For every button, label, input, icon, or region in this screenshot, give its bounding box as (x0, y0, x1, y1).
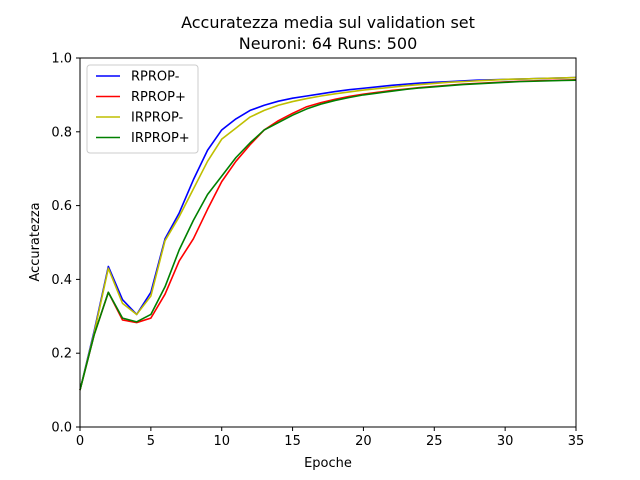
x-tick-label: 10 (213, 434, 230, 449)
plot-area (79, 57, 577, 428)
legend-label: RPROP+ (131, 90, 186, 105)
legend-label: RPROP- (131, 70, 180, 85)
legend: RPROP- RPROP+ IRPROP- IRPROP+ (86, 64, 199, 154)
chart-title: Accuratezza media sul validation set (181, 13, 475, 32)
plot-frame (79, 57, 577, 428)
series-layer (79, 76, 577, 391)
y-tick-label: 0.6 (51, 199, 72, 214)
x-axis: 0 5 10 15 20 25 30 35 (76, 427, 584, 449)
y-tick-label: 0.0 (51, 421, 72, 436)
x-tick-label: 15 (284, 434, 301, 449)
x-tick-label: 5 (147, 434, 155, 449)
x-tick-label: 25 (426, 434, 443, 449)
x-tick-label: 20 (355, 434, 372, 449)
series-line-irprop (79, 79, 577, 391)
y-axis: 0.0 0.2 0.4 0.6 0.8 1.0 (51, 52, 80, 436)
legend-box (86, 64, 199, 154)
chart-subtitle: Neuroni: 64 Runs: 500 (239, 34, 418, 53)
x-axis-label: Epoche (304, 456, 352, 471)
x-tick-label: 35 (568, 434, 585, 449)
y-tick-label: 0.2 (51, 347, 72, 362)
x-tick-label: 30 (497, 434, 514, 449)
y-tick-label: 0.4 (51, 273, 72, 288)
y-tick-label: 1.0 (51, 52, 72, 67)
series-line-irprop (79, 76, 577, 391)
y-tick-label: 0.8 (51, 125, 72, 140)
x-tick-label: 0 (76, 434, 84, 449)
legend-label: IRPROP- (131, 111, 184, 126)
y-axis-label: Accuratezza (28, 202, 43, 281)
legend-label: IRPROP+ (131, 131, 190, 146)
